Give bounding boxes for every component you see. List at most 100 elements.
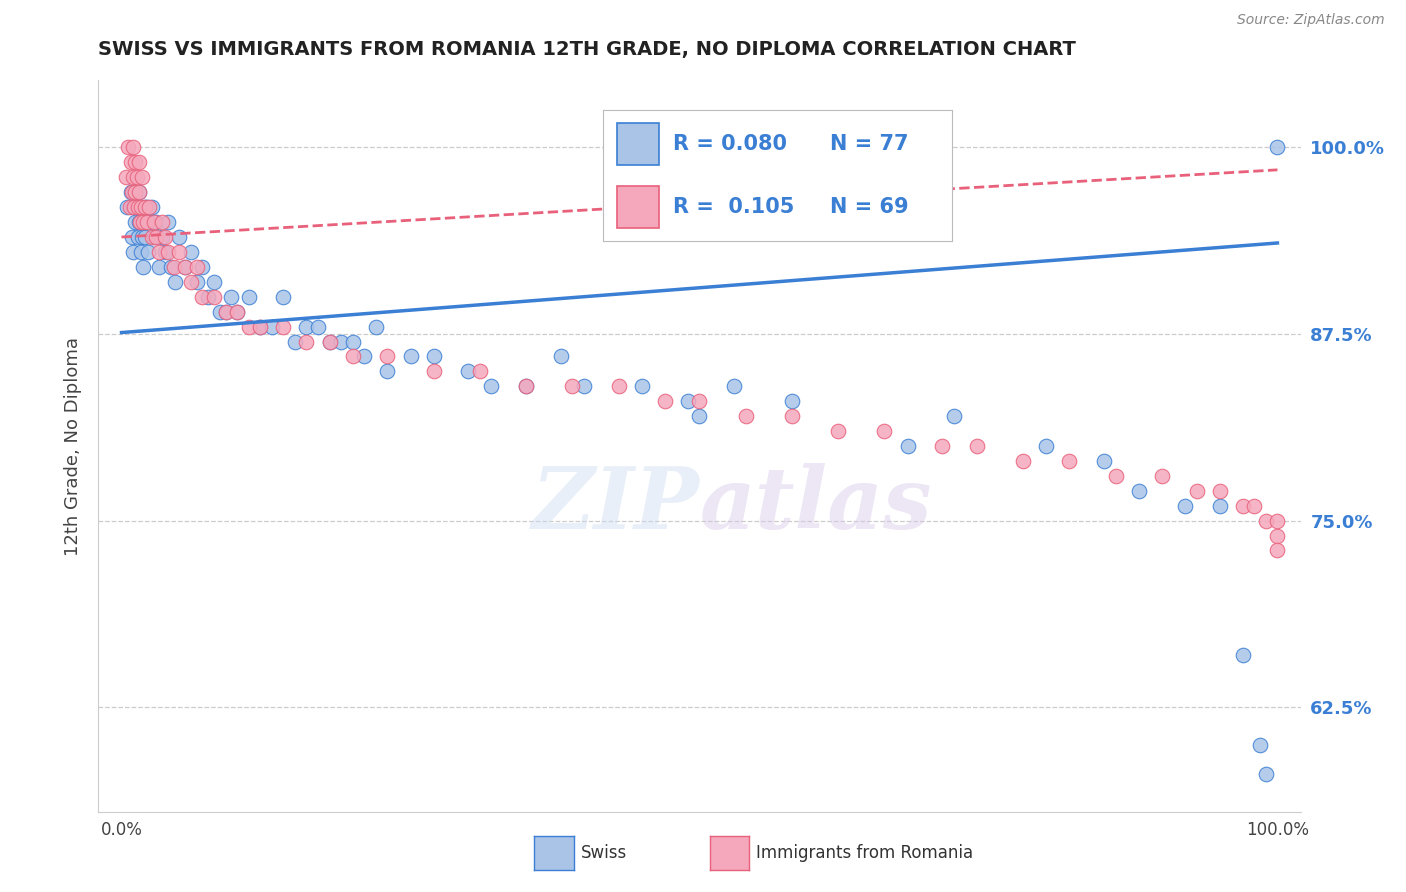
Y-axis label: 12th Grade, No Diploma: 12th Grade, No Diploma	[63, 336, 82, 556]
Point	[214, 304, 236, 318]
Point	[145, 215, 167, 229]
Point	[1267, 528, 1289, 542]
Point	[134, 200, 156, 214]
Point	[1267, 514, 1289, 528]
Point	[174, 260, 197, 274]
Point	[1267, 543, 1289, 558]
Point	[136, 244, 159, 259]
Point	[457, 364, 479, 378]
Point	[132, 215, 155, 229]
Point	[377, 350, 399, 364]
Point	[122, 186, 145, 200]
Point	[174, 260, 197, 274]
Point	[342, 350, 364, 364]
Point	[342, 334, 364, 349]
Point	[295, 319, 318, 334]
Point	[1254, 514, 1277, 528]
Point	[118, 200, 141, 214]
Point	[1208, 499, 1230, 513]
Point	[124, 186, 146, 200]
Point	[942, 409, 965, 424]
Point	[124, 155, 146, 169]
Point	[318, 334, 340, 349]
Text: Source: ZipAtlas.com: Source: ZipAtlas.com	[1237, 13, 1385, 28]
Point	[249, 319, 271, 334]
Point	[1267, 140, 1289, 154]
Point	[238, 319, 260, 334]
Point	[155, 244, 177, 259]
Point	[202, 275, 225, 289]
Point	[284, 334, 307, 349]
Point	[134, 230, 156, 244]
Point	[1035, 439, 1057, 453]
Point	[295, 334, 318, 349]
Point	[120, 155, 142, 169]
Text: R = 0.080: R = 0.080	[673, 134, 787, 153]
Point	[186, 275, 208, 289]
Point	[273, 290, 295, 304]
Point	[353, 350, 375, 364]
Text: Swiss: Swiss	[581, 844, 627, 862]
Point	[318, 334, 340, 349]
Text: N = 69: N = 69	[830, 197, 908, 217]
Point	[120, 186, 142, 200]
Point	[142, 230, 165, 244]
Point	[197, 290, 219, 304]
Point	[208, 304, 231, 318]
Point	[1243, 499, 1265, 513]
Point	[827, 424, 849, 438]
Point	[142, 215, 165, 229]
Point	[128, 155, 150, 169]
Point	[186, 260, 208, 274]
Point	[364, 319, 387, 334]
Point	[214, 304, 236, 318]
Point	[422, 364, 444, 378]
Point	[896, 439, 918, 453]
Point	[160, 260, 183, 274]
Point	[688, 409, 710, 424]
Point	[163, 275, 186, 289]
Point	[138, 200, 160, 214]
Point	[180, 275, 202, 289]
Text: N = 77: N = 77	[830, 134, 908, 153]
Text: Immigrants from Romania: Immigrants from Romania	[756, 844, 973, 862]
Point	[226, 304, 249, 318]
Point	[156, 244, 179, 259]
Point	[141, 230, 163, 244]
Point	[654, 394, 676, 409]
Point	[125, 170, 148, 185]
Point	[132, 260, 155, 274]
Point	[169, 244, 191, 259]
Point	[676, 394, 699, 409]
Point	[122, 244, 145, 259]
Point	[515, 379, 537, 393]
Point	[136, 215, 159, 229]
Point	[1232, 648, 1254, 662]
Point	[169, 230, 191, 244]
Point	[122, 200, 145, 214]
Point	[966, 439, 988, 453]
Point	[734, 409, 756, 424]
Point	[127, 230, 149, 244]
Point	[124, 215, 146, 229]
Point	[180, 244, 202, 259]
Point	[780, 394, 803, 409]
Point	[155, 230, 177, 244]
Point	[399, 350, 422, 364]
Point	[145, 230, 167, 244]
Text: R =  0.105: R = 0.105	[673, 197, 794, 217]
Point	[307, 319, 329, 334]
Point	[330, 334, 353, 349]
Point	[148, 244, 170, 259]
Point	[134, 200, 156, 214]
Point	[1232, 499, 1254, 513]
Point	[572, 379, 595, 393]
Point	[260, 319, 283, 334]
Point	[135, 215, 157, 229]
Point	[1208, 483, 1230, 498]
Point	[127, 200, 149, 214]
Point	[1185, 483, 1208, 498]
Point	[150, 230, 173, 244]
Point	[136, 200, 159, 214]
Point	[150, 215, 173, 229]
